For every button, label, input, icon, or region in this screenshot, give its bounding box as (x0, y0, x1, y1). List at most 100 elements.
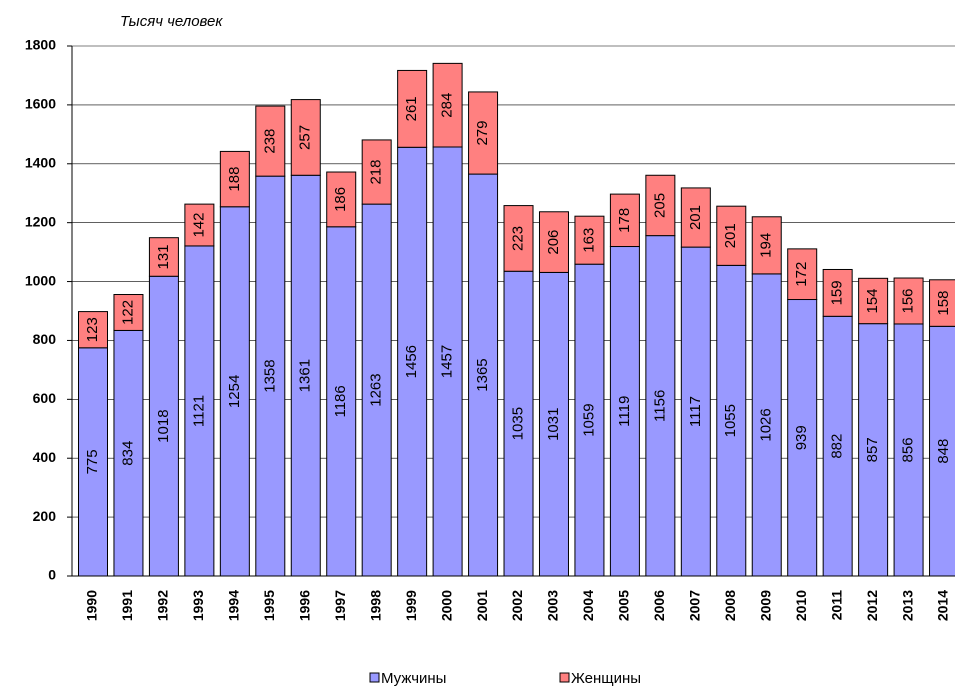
value-label: 857 (864, 437, 881, 462)
x-tick-label: 2009 (757, 590, 773, 621)
bar-segment (609, 193, 640, 248)
value-label: 142 (190, 213, 207, 238)
value-label: 186 (332, 187, 349, 212)
value-label: 131 (155, 244, 172, 269)
value-label: 188 (226, 167, 243, 192)
bar-segment (751, 216, 782, 275)
value-label: 122 (119, 300, 136, 325)
value-label: 205 (651, 193, 668, 218)
value-label: 218 (368, 160, 385, 185)
value-label: 154 (864, 288, 881, 313)
x-tick-label: 2011 (828, 590, 844, 621)
bar-segment (680, 187, 711, 248)
y-tick-label: 1600 (25, 96, 56, 112)
bar-segment (468, 91, 499, 175)
value-label: 939 (793, 425, 810, 450)
value-label: 1055 (722, 404, 739, 437)
bar-segment (680, 246, 711, 577)
value-label: 1358 (261, 359, 278, 392)
bar-segment (397, 69, 428, 148)
bar-segment (893, 277, 924, 325)
value-label: 1156 (651, 390, 668, 422)
bar-segment (574, 215, 605, 265)
y-tick-label: 0 (48, 567, 56, 583)
bar-segment (858, 277, 889, 325)
x-tick-label: 1990 (84, 590, 100, 621)
value-label: 163 (580, 228, 597, 253)
value-label: 1059 (580, 403, 597, 436)
value-label: 123 (84, 317, 101, 342)
x-tick-label: 1993 (190, 590, 206, 621)
x-tick-label: 2012 (864, 590, 880, 621)
value-label: 848 (935, 439, 952, 464)
legend-label: Женщины (571, 670, 641, 687)
bar-segment (609, 246, 640, 577)
x-tick-label: 1996 (296, 590, 312, 621)
bar-segment (255, 105, 286, 177)
value-label: 1119 (616, 396, 633, 427)
bar-segment (645, 174, 676, 237)
bar-segment (184, 203, 215, 247)
bar-segment (432, 62, 463, 148)
bar-segment (184, 245, 215, 577)
bar-segment (716, 264, 747, 577)
x-tick-label: 2014 (935, 590, 951, 621)
y-tick-label: 800 (33, 331, 57, 347)
bar-segment (148, 237, 179, 277)
bar-segment (468, 173, 499, 577)
bar-segment (361, 139, 392, 205)
y-tick-label: 200 (33, 508, 57, 524)
value-label: 1117 (687, 396, 704, 427)
bar-segment (326, 171, 357, 228)
bar-segment (78, 311, 108, 349)
value-label: 238 (261, 129, 278, 154)
value-label: 279 (474, 120, 491, 145)
bar-segment (822, 315, 853, 577)
value-label: 158 (935, 291, 952, 316)
value-label: 882 (829, 434, 846, 459)
value-label: 159 (829, 280, 846, 305)
x-tick-label: 2003 (545, 590, 561, 621)
value-label: 201 (722, 223, 739, 248)
value-label: 1361 (297, 359, 314, 392)
value-label: 257 (297, 125, 314, 150)
value-label: 284 (439, 93, 456, 118)
bar-segment (645, 235, 676, 577)
value-label: 1018 (155, 409, 172, 442)
x-tick-label: 2010 (793, 590, 809, 621)
value-label: 1121 (190, 395, 207, 427)
y-tick-label: 1200 (25, 213, 56, 229)
y-tick-label: 1800 (25, 37, 56, 53)
value-label: 1263 (368, 373, 385, 406)
x-tick-label: 2008 (722, 590, 738, 621)
x-tick-label: 1991 (119, 590, 135, 621)
legend-swatch (369, 672, 380, 683)
bar-segment (538, 211, 569, 273)
x-tick-label: 2002 (509, 590, 525, 621)
value-label: 856 (900, 437, 917, 462)
legend-swatch (559, 672, 570, 683)
x-tick-label: 1995 (261, 590, 277, 621)
x-tick-label: 2005 (616, 590, 632, 621)
bar-segment (361, 203, 392, 577)
value-label: 1186 (332, 385, 349, 417)
legend-label: Мужчины (381, 670, 446, 687)
x-tick-label: 1998 (367, 590, 383, 621)
bar-segment (113, 294, 144, 331)
x-tick-label: 2001 (474, 590, 490, 621)
x-tick-label: 1994 (226, 590, 242, 621)
bar-segment (822, 268, 853, 317)
value-label: 1457 (439, 345, 456, 378)
value-label: 223 (509, 226, 526, 251)
x-tick-label: 2013 (899, 590, 915, 621)
value-label: 1365 (474, 358, 491, 391)
x-tick-label: 1999 (403, 590, 419, 621)
y-axis-title: Тысяч человек (120, 13, 223, 30)
value-label: 156 (900, 288, 917, 313)
bar-segment (290, 99, 321, 176)
y-tick-label: 1400 (25, 154, 56, 170)
x-tick-label: 1997 (332, 590, 348, 621)
bar-segment (219, 150, 250, 208)
value-label: 1456 (403, 345, 420, 378)
bar-segment (787, 299, 818, 577)
